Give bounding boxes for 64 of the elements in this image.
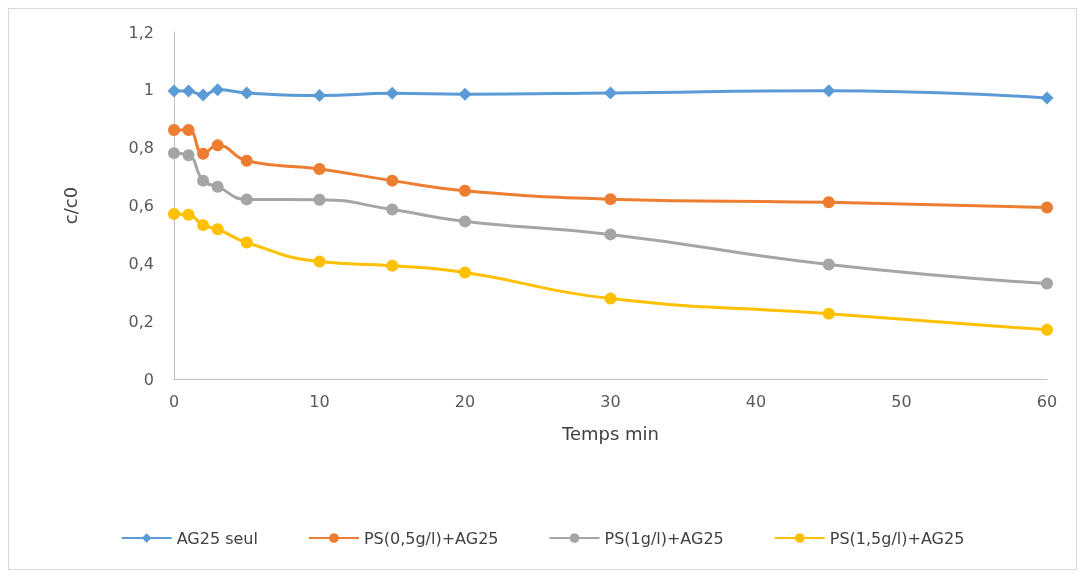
point — [211, 180, 224, 193]
point — [459, 266, 471, 279]
point — [386, 259, 399, 272]
y-axis-title: c/c0 — [59, 186, 81, 225]
x-tick-label: 20 — [454, 391, 476, 411]
point — [385, 86, 399, 100]
point — [168, 207, 180, 220]
point — [168, 124, 180, 137]
point — [386, 174, 399, 187]
point — [211, 83, 225, 97]
point — [459, 215, 471, 228]
point — [604, 86, 617, 100]
point — [313, 193, 326, 206]
point — [822, 307, 835, 320]
point — [196, 88, 210, 102]
point — [313, 89, 326, 103]
point — [1041, 277, 1053, 290]
point — [1040, 91, 1054, 105]
point — [240, 86, 254, 100]
legend-label: PS(1,5g/l)+AG25 — [829, 528, 965, 548]
point — [182, 208, 195, 221]
x-tick-label: 60 — [1036, 391, 1058, 411]
point — [211, 139, 224, 152]
point — [604, 228, 617, 241]
point — [604, 193, 617, 206]
point — [1041, 201, 1053, 214]
x-tick-label: 10 — [309, 391, 330, 411]
point — [822, 84, 836, 98]
y-tick-label: 0 — [143, 369, 154, 389]
x-axis-title: Temps min — [560, 422, 660, 444]
legend-label: PS(1g/l)+AG25 — [604, 528, 724, 548]
y-tick-label: 0,8 — [128, 138, 154, 158]
point — [604, 292, 617, 305]
point — [313, 163, 326, 176]
point — [182, 124, 195, 137]
y-tick-label: 0,6 — [128, 196, 154, 215]
point — [1041, 323, 1053, 336]
x-tick-label: 50 — [891, 391, 912, 411]
point — [168, 147, 180, 160]
x-tick-label: 0 — [168, 391, 180, 411]
x-tick-label: 30 — [600, 391, 621, 411]
point — [240, 154, 253, 167]
y-tick-label: 1 — [143, 80, 154, 100]
point — [240, 236, 253, 249]
y-tick-label: 0,2 — [128, 311, 154, 331]
point — [458, 87, 472, 101]
legend-label: PS(0,5g/l)+AG25 — [363, 528, 499, 548]
point — [386, 203, 399, 216]
x-tick-label: 40 — [745, 391, 767, 411]
y-tick-label: 1,2 — [128, 22, 154, 42]
point — [822, 196, 835, 209]
point — [197, 219, 210, 232]
y-tick-label: 0,4 — [128, 253, 154, 273]
point — [211, 223, 224, 236]
point — [197, 174, 210, 187]
point — [313, 255, 326, 268]
point — [197, 147, 210, 160]
point — [459, 184, 471, 197]
point — [182, 84, 196, 98]
point — [822, 258, 835, 271]
legend-label: AG25 seul — [176, 528, 258, 548]
point — [240, 193, 253, 206]
point — [167, 84, 181, 98]
point — [182, 149, 195, 162]
